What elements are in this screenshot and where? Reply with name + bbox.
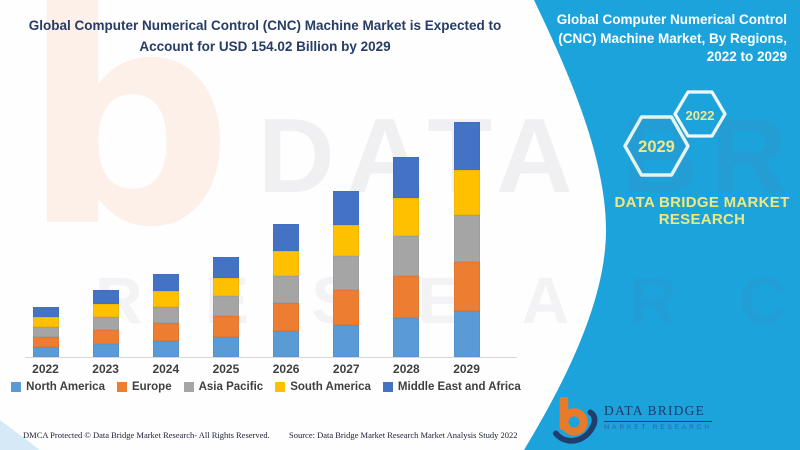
legend-label-north-america: North America bbox=[26, 381, 105, 393]
chart-main-title-line1: Global Computer Numerical Control (CNC) … bbox=[28, 18, 502, 33]
hexagon-2022-outline bbox=[673, 90, 727, 138]
bar-segment-2025-south-america bbox=[212, 277, 239, 297]
legend-label-europe: Europe bbox=[131, 381, 172, 393]
bar-segment-2029-europe bbox=[453, 261, 480, 312]
bar-2029 bbox=[453, 122, 480, 357]
bar-segment-2025-europe bbox=[212, 316, 239, 338]
hexagon-badges bbox=[623, 90, 727, 177]
bar-segment-2024-north-america bbox=[152, 340, 179, 357]
databridge-logo-mark bbox=[552, 397, 598, 444]
bar-segment-2024-asia-pacific bbox=[152, 306, 179, 324]
source-text: Source: Data Bridge Market Research Mark… bbox=[289, 430, 518, 440]
legend-label-asia-pacific: Asia Pacific bbox=[198, 381, 264, 393]
legend-label-middle-east-and-africa: Middle East and Africa bbox=[397, 381, 521, 393]
bar-segment-2028-north-america bbox=[393, 317, 420, 357]
bar-segment-2029-north-america bbox=[453, 311, 480, 357]
x-axis-label-2029: 2029 bbox=[453, 362, 480, 376]
x-axis-label-2023: 2023 bbox=[92, 362, 119, 376]
bar-segment-2028-south-america bbox=[393, 198, 420, 237]
logo-swoosh bbox=[552, 409, 598, 444]
legend-item-south-america: South America bbox=[275, 381, 371, 393]
x-axis-label-2028: 2028 bbox=[393, 362, 420, 376]
bar-segment-2023-south-america bbox=[92, 304, 119, 317]
dmca-copyright-text: DMCA Protected © Data Bridge Market Rese… bbox=[23, 430, 270, 440]
bar-segment-2028-middle-east-and-africa bbox=[393, 157, 420, 199]
bar-segment-2023-europe bbox=[92, 330, 119, 345]
bar-segment-2027-middle-east-and-africa bbox=[333, 190, 360, 225]
hexagon-2022-label: 2022 bbox=[685, 108, 715, 123]
bar-segment-2027-south-america bbox=[333, 224, 360, 257]
bar-segment-2026-south-america bbox=[273, 251, 300, 277]
x-axis-labels: 2022 2023 2024 2025 2026 2027 2028 2029 bbox=[0, 362, 530, 377]
bar-2026 bbox=[273, 223, 300, 357]
legend-label-south-america: South America bbox=[290, 381, 371, 393]
hexagon-2029-outline bbox=[623, 115, 690, 177]
bar-segment-2027-europe bbox=[333, 289, 360, 325]
bar-segment-2024-europe bbox=[152, 323, 179, 341]
bar-segment-2025-middle-east-and-africa bbox=[212, 257, 239, 278]
bar-segment-2027-asia-pacific bbox=[333, 256, 360, 290]
bar-segment-2022-europe bbox=[32, 336, 59, 348]
x-axis-label-2027: 2027 bbox=[332, 362, 360, 376]
bar-segment-2022-middle-east-and-africa bbox=[32, 307, 59, 318]
legend-item-middle-east-and-africa: Middle East and Africa bbox=[382, 381, 521, 393]
bar-segment-2023-middle-east-and-africa bbox=[92, 290, 119, 305]
bar-segment-2028-asia-pacific bbox=[393, 236, 420, 276]
bar-2028 bbox=[393, 157, 420, 357]
bar-segment-2029-asia-pacific bbox=[453, 214, 480, 262]
bar-segment-2022-asia-pacific bbox=[32, 326, 59, 337]
bar-2023 bbox=[92, 290, 119, 357]
bar-2024 bbox=[152, 273, 179, 357]
bar-segment-2027-north-america bbox=[333, 324, 360, 357]
chart-main-title-line2: Account for USD 154.02 Billion by 2029 bbox=[139, 39, 391, 54]
x-axis-label-2024: 2024 bbox=[152, 362, 180, 376]
legend-swatch-europe bbox=[116, 382, 127, 392]
legend-swatch-north-america bbox=[11, 382, 22, 392]
x-axis-line bbox=[25, 357, 517, 358]
logo-b-bowl bbox=[560, 408, 588, 436]
bar-segment-2029-middle-east-and-africa bbox=[453, 122, 480, 171]
legend-swatch-asia-pacific bbox=[183, 382, 194, 392]
brand-name-line2: RESEARCH bbox=[658, 211, 746, 228]
bar-segment-2025-north-america bbox=[212, 337, 239, 357]
bar-segment-2026-europe bbox=[273, 303, 300, 332]
x-axis-label-2025: 2025 bbox=[212, 362, 240, 376]
brand-name-line1: DATA BRIDGE MARKET bbox=[614, 194, 790, 211]
logo-text: DATA BRIDGE MARKET RESEARCH bbox=[604, 394, 712, 431]
bar-segment-2025-asia-pacific bbox=[212, 296, 239, 317]
chart-legend: North America Europe Asia Pacific South Ame… bbox=[8, 381, 524, 393]
brand-name-text: DATA BRIDGE MARKET RESEARCH bbox=[602, 194, 800, 228]
logo-subtext: MARKET RESEARCH bbox=[604, 424, 712, 431]
bar-segment-2029-south-america bbox=[453, 170, 480, 215]
bar-2022 bbox=[32, 307, 59, 357]
hexagon-2029-label: 2029 bbox=[638, 138, 675, 156]
bar-segment-2026-middle-east-and-africa bbox=[273, 223, 300, 251]
bar-segment-2022-south-america bbox=[32, 317, 59, 327]
legend-swatch-south-america bbox=[275, 382, 286, 392]
bar-segment-2024-south-america bbox=[152, 290, 179, 307]
bar-segment-2028-europe bbox=[393, 276, 420, 318]
x-axis-label-2026: 2026 bbox=[272, 362, 300, 376]
legend-item-north-america: North America bbox=[11, 381, 105, 393]
x-axis-label-2022: 2022 bbox=[32, 362, 59, 376]
bar-segment-2023-north-america bbox=[92, 344, 119, 357]
bar-segment-2026-asia-pacific bbox=[273, 276, 300, 303]
databridge-logo: DATA BRIDGE MARKET RESEARCH bbox=[552, 394, 712, 446]
logo-wordmark: DATA BRIDGE bbox=[604, 403, 712, 422]
chart-main-title: Global Computer Numerical Control (CNC) … bbox=[0, 15, 530, 57]
bar-2027 bbox=[333, 190, 360, 357]
legend-item-europe: Europe bbox=[116, 381, 172, 393]
bar-2025 bbox=[212, 257, 239, 357]
legend-swatch-middle-east-and-africa bbox=[382, 382, 393, 392]
legend-item-asia-pacific: Asia Pacific bbox=[183, 381, 264, 393]
bar-chart bbox=[0, 90, 530, 358]
corner-swoosh-decoration bbox=[0, 420, 40, 450]
right-panel-title: Global Computer Numerical Control (CNC) … bbox=[556, 12, 787, 64]
bar-segment-2024-middle-east-and-africa bbox=[152, 273, 179, 291]
bar-segment-2026-north-america bbox=[273, 331, 300, 357]
bar-segment-2023-asia-pacific bbox=[92, 316, 119, 330]
bar-segment-2022-north-america bbox=[32, 347, 59, 357]
